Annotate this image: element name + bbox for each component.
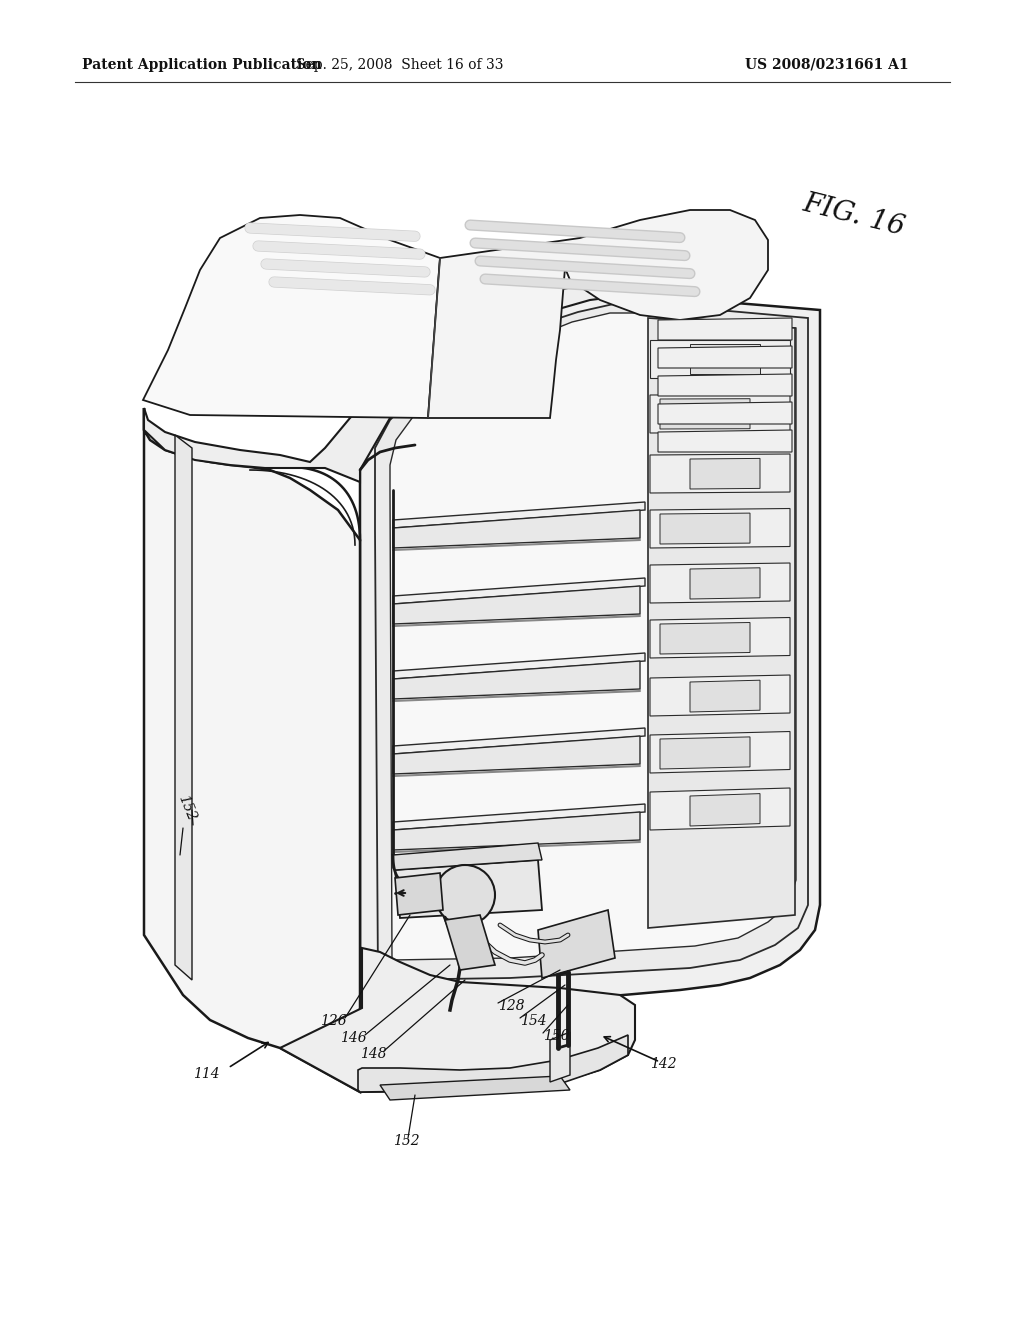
Polygon shape: [393, 812, 640, 850]
Polygon shape: [375, 304, 808, 979]
Polygon shape: [393, 578, 645, 605]
Polygon shape: [660, 399, 750, 429]
Polygon shape: [658, 403, 792, 424]
Polygon shape: [690, 568, 760, 599]
Text: 114: 114: [193, 1067, 219, 1081]
Text: 126: 126: [319, 1014, 347, 1028]
Polygon shape: [650, 675, 790, 715]
Text: 142: 142: [650, 1057, 677, 1071]
Polygon shape: [393, 737, 640, 774]
Text: 152: 152: [175, 793, 198, 822]
Text: Patent Application Publication: Patent Application Publication: [82, 58, 322, 73]
Polygon shape: [428, 210, 768, 418]
Polygon shape: [393, 502, 645, 528]
Text: 152: 152: [393, 1134, 420, 1148]
Polygon shape: [660, 623, 750, 653]
Polygon shape: [650, 564, 790, 603]
Polygon shape: [393, 653, 645, 678]
Polygon shape: [393, 804, 645, 830]
Circle shape: [435, 865, 495, 925]
Polygon shape: [650, 618, 790, 657]
Text: FIG. 16: FIG. 16: [800, 189, 908, 240]
Polygon shape: [690, 458, 760, 488]
Polygon shape: [538, 909, 615, 978]
Polygon shape: [690, 680, 760, 711]
Polygon shape: [393, 586, 640, 624]
Polygon shape: [144, 408, 360, 1092]
Polygon shape: [550, 1032, 570, 1082]
Polygon shape: [445, 915, 495, 970]
Polygon shape: [650, 508, 790, 548]
Polygon shape: [280, 948, 635, 1092]
Polygon shape: [650, 788, 790, 830]
Polygon shape: [358, 1035, 628, 1092]
Text: 148: 148: [360, 1047, 387, 1061]
Polygon shape: [393, 843, 542, 870]
Polygon shape: [143, 215, 440, 418]
Polygon shape: [658, 318, 792, 341]
Polygon shape: [650, 341, 790, 378]
Polygon shape: [175, 436, 193, 979]
Polygon shape: [395, 873, 443, 915]
Text: US 2008/0231661 A1: US 2008/0231661 A1: [745, 58, 908, 73]
Polygon shape: [393, 729, 645, 754]
Polygon shape: [144, 280, 700, 482]
Polygon shape: [660, 513, 750, 544]
Polygon shape: [650, 454, 790, 492]
Text: 146: 146: [340, 1031, 367, 1045]
Polygon shape: [658, 374, 792, 396]
Polygon shape: [390, 313, 796, 960]
Text: 150: 150: [543, 1030, 569, 1043]
Polygon shape: [658, 430, 792, 451]
Polygon shape: [650, 395, 790, 433]
Polygon shape: [650, 731, 790, 774]
Text: Sep. 25, 2008  Sheet 16 of 33: Sep. 25, 2008 Sheet 16 of 33: [296, 58, 504, 73]
Polygon shape: [393, 510, 640, 548]
Polygon shape: [380, 1076, 570, 1100]
Polygon shape: [690, 345, 760, 374]
Text: 128: 128: [498, 999, 524, 1012]
Polygon shape: [660, 737, 750, 770]
Polygon shape: [658, 346, 792, 368]
Polygon shape: [360, 294, 820, 1010]
Polygon shape: [395, 861, 542, 917]
Polygon shape: [690, 793, 760, 826]
Text: 154: 154: [520, 1014, 547, 1028]
Polygon shape: [393, 661, 640, 700]
Polygon shape: [648, 318, 795, 928]
